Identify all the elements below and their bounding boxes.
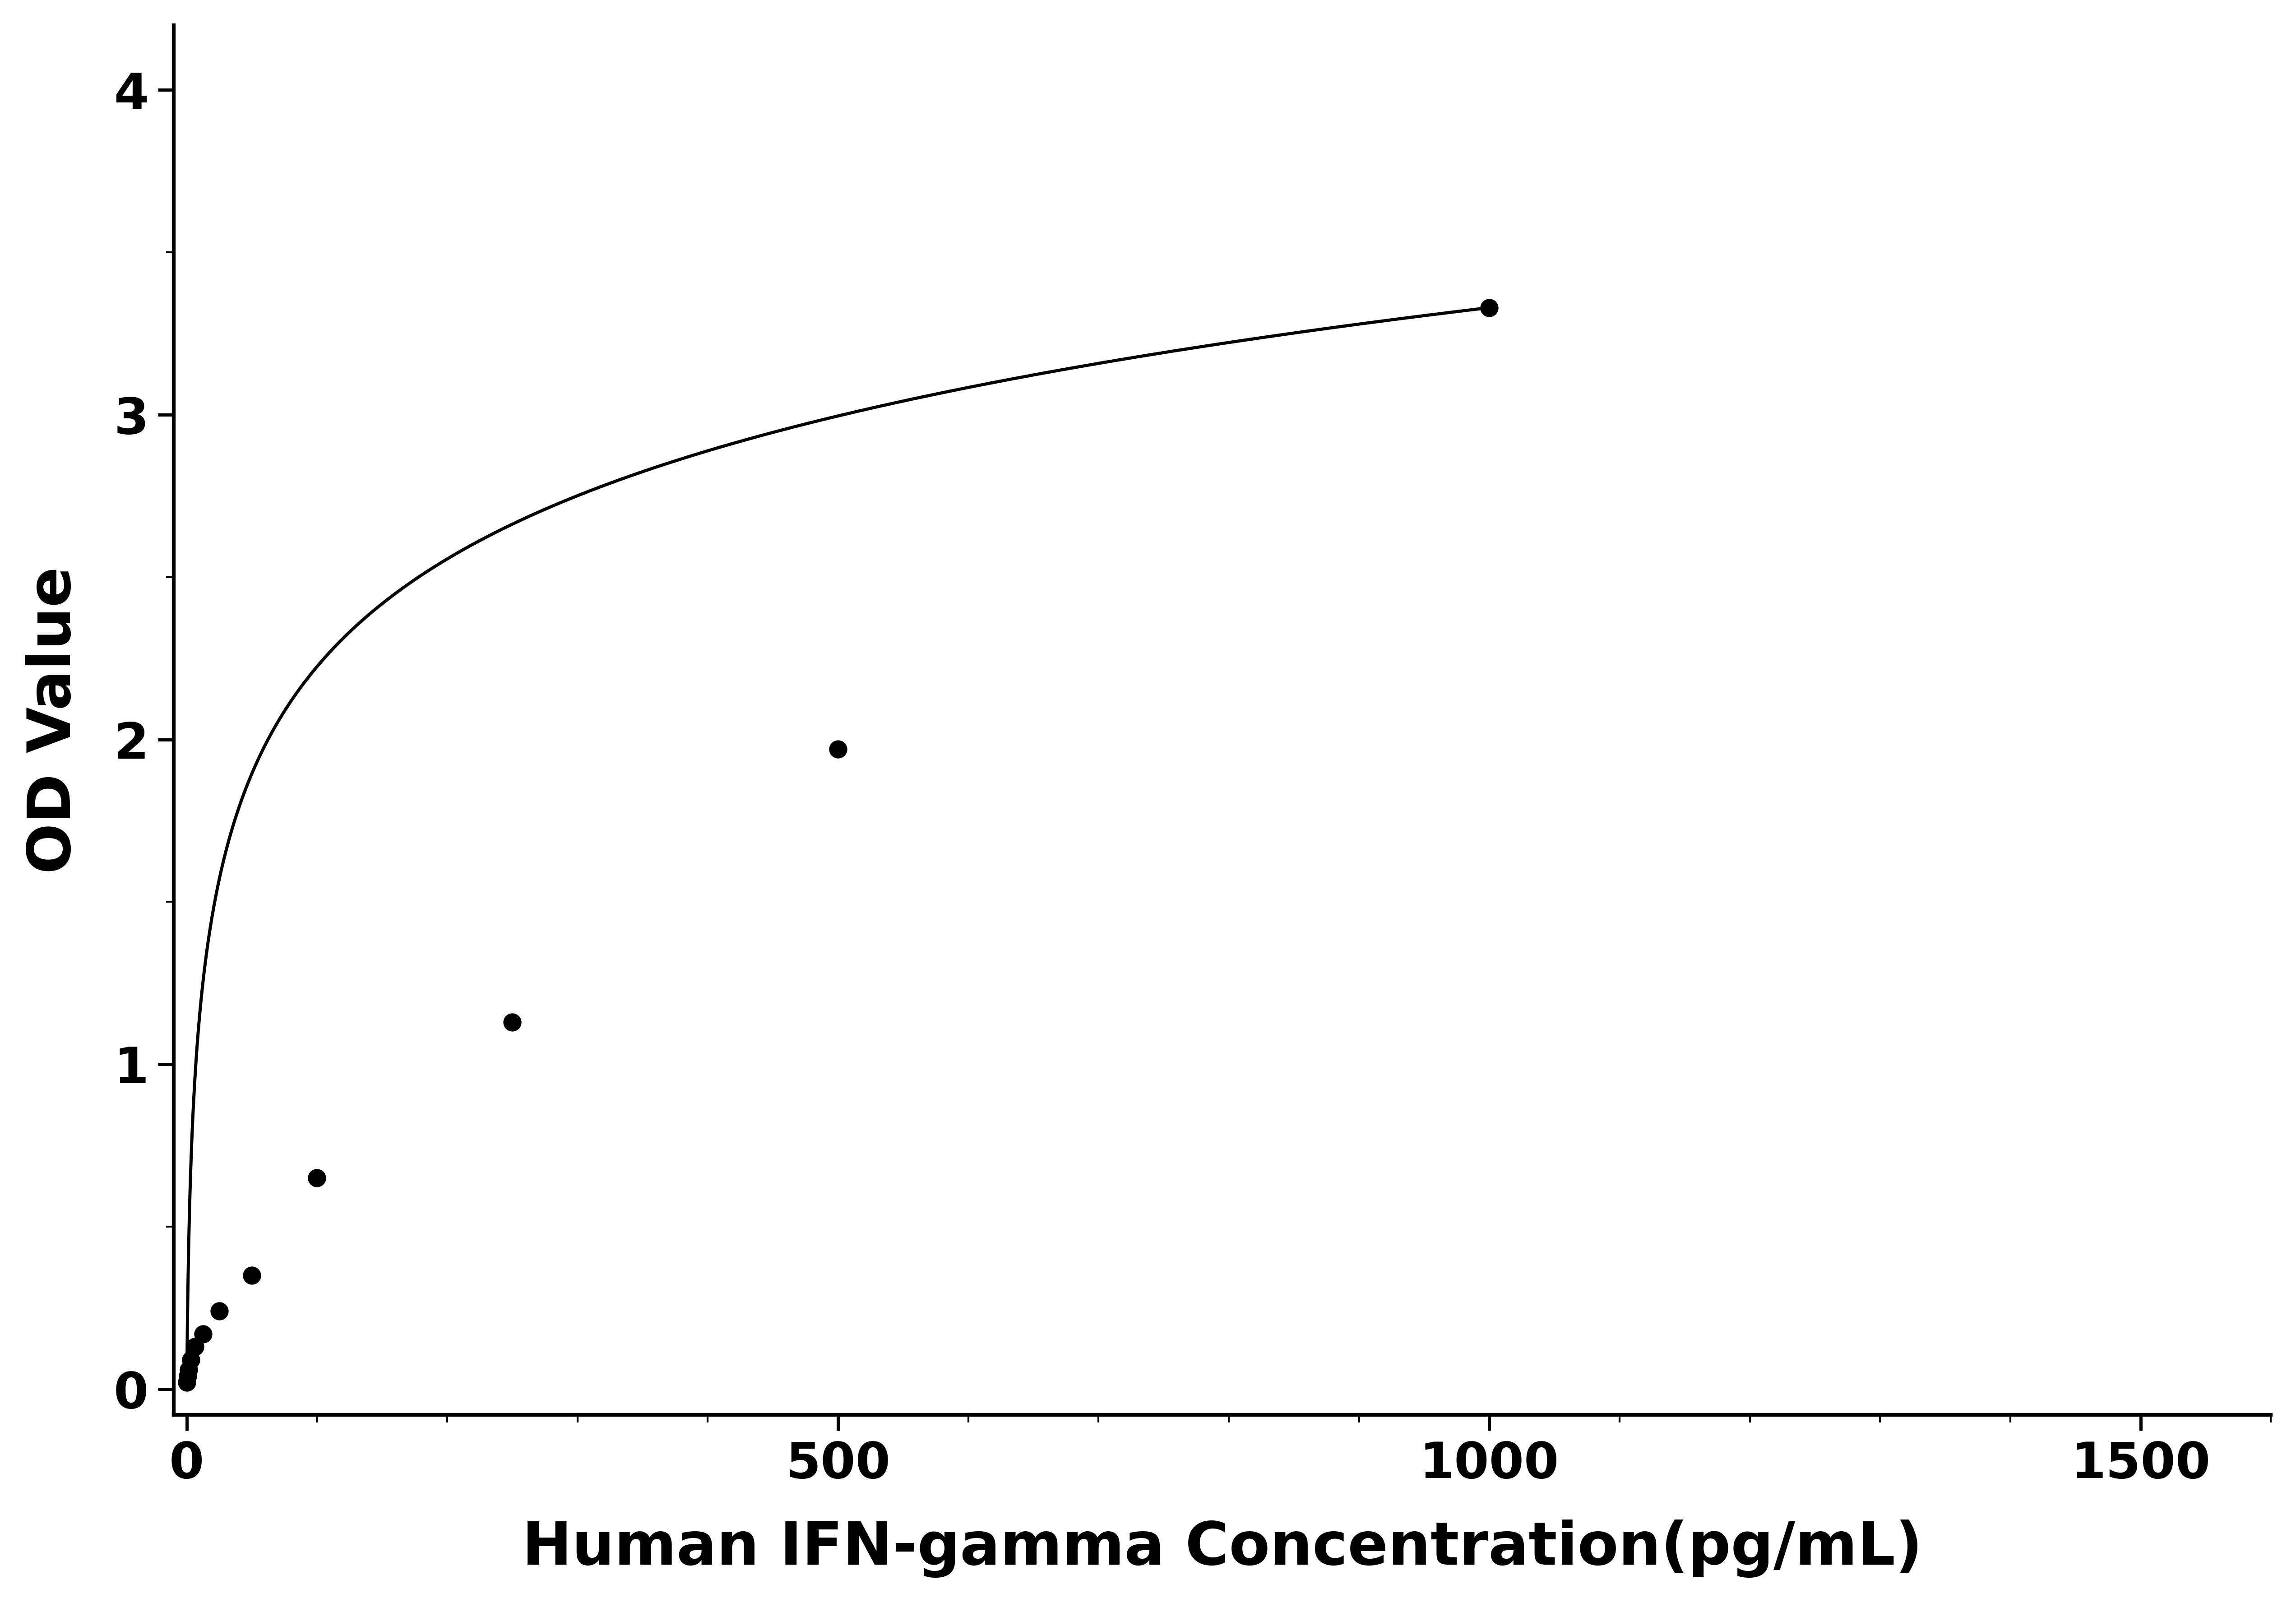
X-axis label: Human IFN-gamma Concentration(pg/mL): Human IFN-gamma Concentration(pg/mL) (521, 1520, 1922, 1577)
Point (298, 1165, 335, 1191)
Y-axis label: OD Value: OD Value (25, 566, 83, 874)
Point (170, 1363, 207, 1388)
Point (1472, 295, 1508, 321)
Point (184, 1321, 220, 1347)
Point (202, 1298, 239, 1324)
Point (820, 736, 856, 761)
Point (177, 1334, 214, 1359)
Point (168, 1369, 204, 1395)
Point (172, 1347, 209, 1372)
Point (170, 1356, 207, 1382)
Point (234, 1263, 271, 1289)
Point (494, 1010, 530, 1036)
